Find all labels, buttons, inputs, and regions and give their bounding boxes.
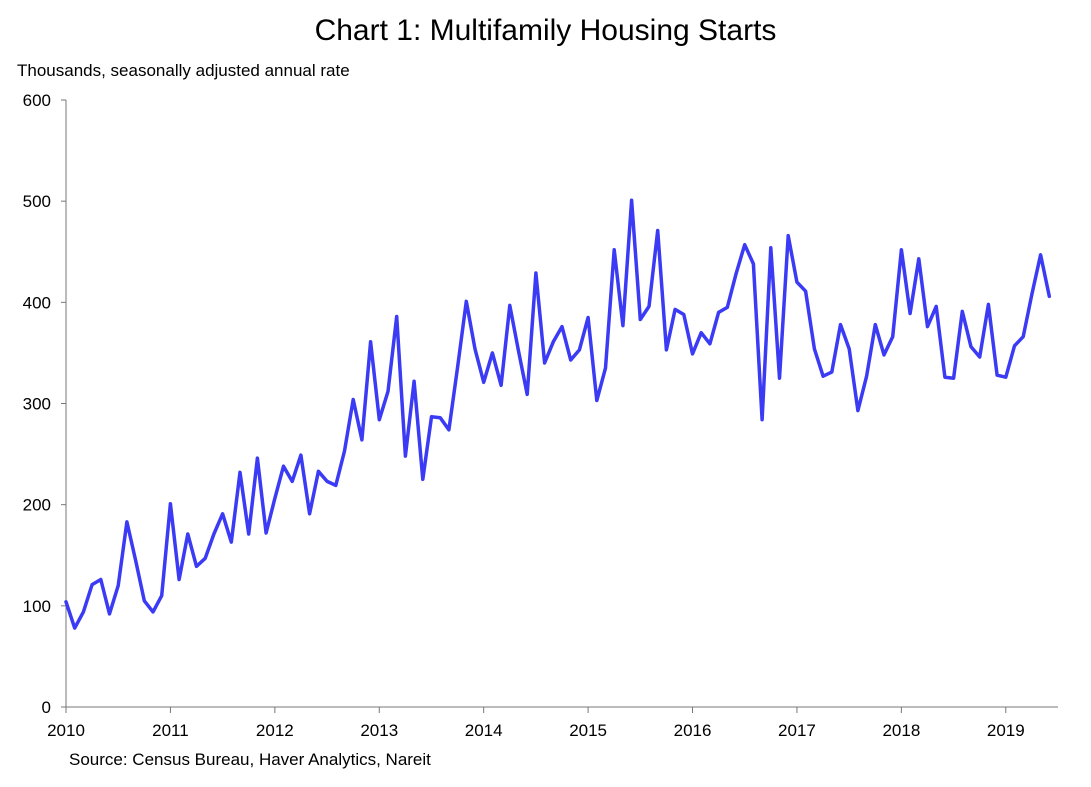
x-tick-label: 2017 (778, 721, 816, 740)
x-tick-label: 2016 (674, 721, 712, 740)
y-tick-label: 600 (23, 91, 51, 110)
y-tick-label: 300 (23, 395, 51, 414)
x-tick-label: 2015 (569, 721, 607, 740)
x-tick-label: 2011 (152, 721, 189, 740)
x-tick-label: 2014 (465, 721, 503, 740)
x-tick-label: 2010 (47, 721, 85, 740)
source-note: Source: Census Bureau, Haver Analytics, … (69, 750, 431, 769)
chart-title: Chart 1: Multifamily Housing Starts (314, 14, 777, 47)
x-tick-label: 2019 (987, 721, 1025, 740)
y-tick-label: 400 (23, 293, 51, 312)
x-tick-label: 2013 (360, 721, 398, 740)
x-tick-label: 2018 (882, 721, 920, 740)
y-tick-label: 200 (23, 496, 51, 515)
units-label: Thousands, seasonally adjusted annual ra… (17, 61, 350, 80)
y-tick-label: 500 (23, 192, 51, 211)
y-tick-label: 0 (42, 698, 51, 717)
x-tick-label: 2012 (256, 721, 294, 740)
y-tick-label: 100 (23, 597, 51, 616)
series-line (64, 198, 1052, 630)
